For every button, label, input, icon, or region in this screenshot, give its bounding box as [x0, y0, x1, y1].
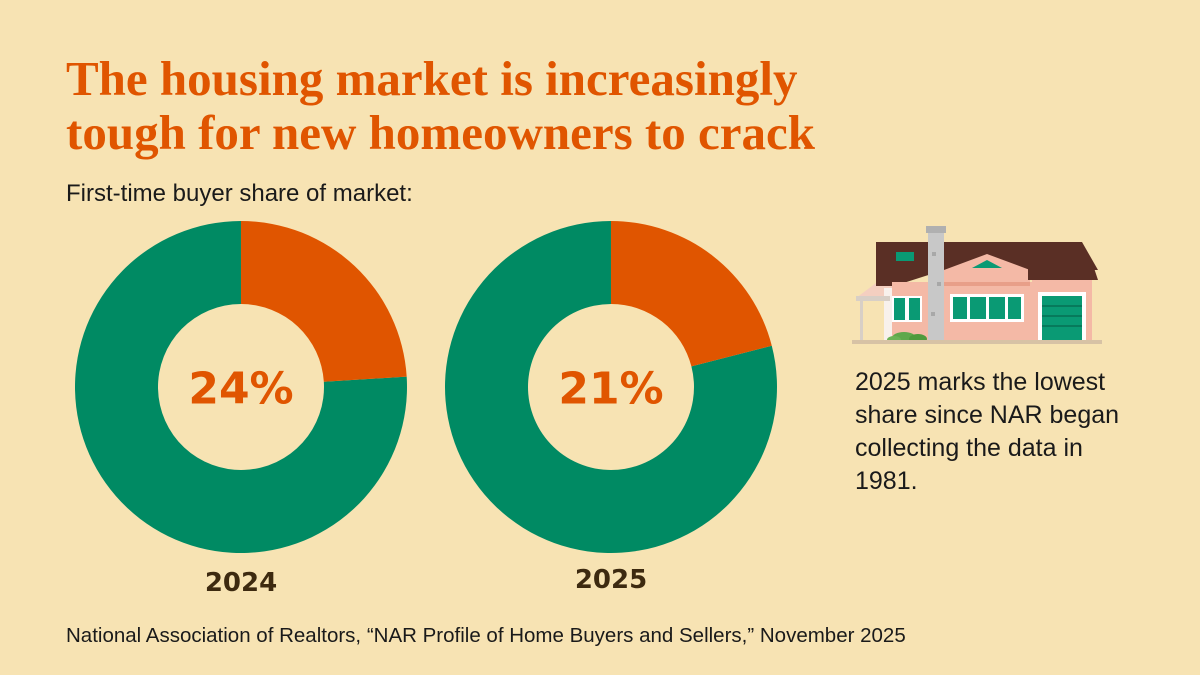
donut-2025-slice-first-time [611, 221, 772, 367]
donut-2024-center-label: 24% [188, 364, 293, 415]
house-illustration [852, 226, 1102, 344]
chart-subtitle: First-time buyer share of market: [66, 180, 413, 207]
donut-2025-slice-other [445, 221, 777, 554]
donut-2025-center-label: 21% [558, 364, 663, 415]
donut-2025-year-label: 2025 [575, 565, 647, 595]
donut-charts: 24% 2024 21% 2025 [74, 221, 777, 598]
source-citation: National Association of Realtors, “NAR P… [66, 624, 906, 647]
page-title: The housing market is increasingly tough… [66, 52, 1066, 160]
title-line-1: The housing market is increasingly [66, 51, 798, 106]
donut-2024-slice-first-time [241, 221, 407, 382]
note-text: 2025 marks the lowest share since NAR be… [855, 368, 1120, 495]
donut-2025: 21% 2025 [445, 221, 777, 595]
donut-2024-slice-other [74, 221, 407, 553]
donut-2024-year-label: 2024 [205, 568, 277, 598]
donut-2024: 24% 2024 [74, 221, 407, 598]
title-line-2: tough for new homeowners to crack [66, 105, 815, 160]
